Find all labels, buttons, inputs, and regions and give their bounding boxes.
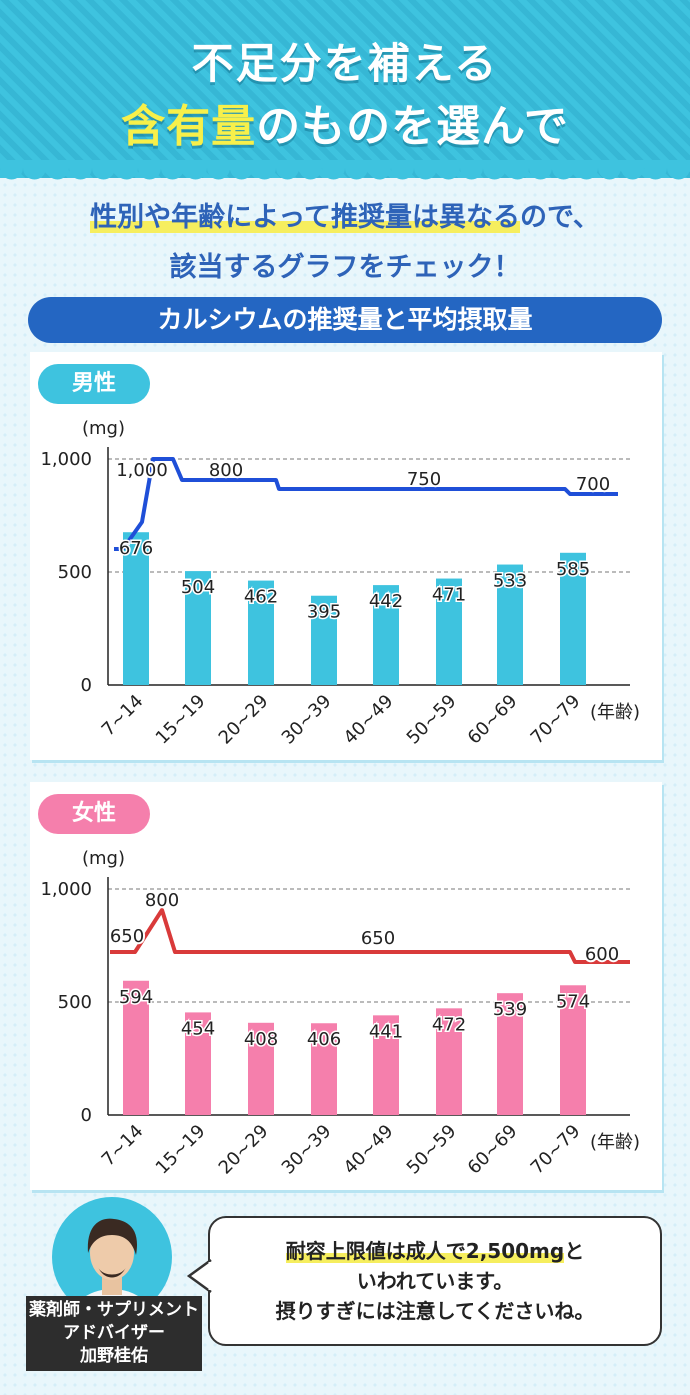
x-tick-label: 40~49 — [340, 1121, 398, 1179]
bar-30~39 — [311, 595, 337, 685]
y-tick-label: 0 — [81, 675, 92, 696]
recommended-line-label: 650 — [361, 928, 395, 949]
x-tick-label: 60~69 — [464, 1121, 522, 1179]
female-chart-card: (mg) 0 500 1,000 650 800 650 600 594 454 408 406 441… — [30, 782, 662, 1190]
bar-15~19 — [185, 571, 211, 685]
y-tick-label: 500 — [58, 992, 92, 1013]
section-title: カルシウムの推奨量と平均摂取量 — [28, 297, 662, 343]
recommended-line — [121, 457, 618, 551]
recommended-line-label: 800 — [145, 890, 179, 911]
recommended-line-label: 650 — [110, 926, 144, 947]
title-highlight: 含有量 — [121, 101, 257, 152]
male-tag: 男性 — [38, 364, 150, 404]
bar-value-label: 395 — [307, 602, 341, 623]
x-tick-label: 70~79 — [527, 1121, 585, 1179]
x-tick-label: 50~59 — [403, 691, 461, 749]
y-unit-label: (mg) — [82, 848, 125, 869]
bar-value-label: 406 — [307, 1029, 341, 1050]
bubble-line2: いわれています。 — [356, 1269, 514, 1293]
subtitle-line1: 性別や年齢によって推奨量は異なるので、 — [0, 195, 690, 234]
y-tick-label: 1,000 — [40, 879, 92, 900]
bar-value-label: 462 — [244, 587, 278, 608]
page-title-line1: 不足分を補える — [191, 39, 499, 88]
bar-40~49 — [373, 585, 399, 685]
bar-value-label: 533 — [493, 571, 527, 592]
bar-30~39 — [311, 1023, 337, 1115]
bar-20~29 — [248, 1022, 274, 1115]
bar-value-label: 539 — [493, 999, 527, 1020]
page-title-line2: 含有量のものを選んで — [0, 90, 690, 154]
subtitle-line2: 該当するグラフをチェック！ — [169, 252, 521, 283]
bubble-line1: 耐容上限値は成人で2,500mgと — [208, 1236, 662, 1266]
x-tick-label: 15~19 — [152, 691, 210, 749]
subtitle-highlight: 性別や年齢によって推奨量は異なる — [90, 202, 520, 233]
bar-20~29 — [248, 580, 274, 685]
bar-70~79 — [560, 985, 586, 1115]
y-unit-label: (mg) — [82, 418, 125, 439]
bar-value-label: 676 — [119, 538, 153, 559]
header-banner — [0, 0, 690, 178]
bar-value-label: 574 — [556, 991, 590, 1012]
recommended-line-label: 800 — [209, 460, 243, 481]
advisor-title: 薬剤師・サプリメント — [29, 1300, 199, 1320]
x-tick-label: 7~14 — [98, 691, 148, 741]
y-tick-label: 500 — [58, 562, 92, 583]
x-tick-label: 30~39 — [278, 691, 336, 749]
x-tick-label: 60~69 — [464, 691, 522, 749]
bar-40~49 — [373, 1015, 399, 1115]
bar-60~69 — [497, 993, 523, 1115]
advisor-caption: 薬剤師・サプリメント アドバイザー 加野桂佑 — [26, 1296, 202, 1371]
bar-value-label: 594 — [119, 987, 153, 1008]
recommended-line — [110, 908, 630, 964]
bubble-line3: 摂りすぎには注意してくださいね。 — [275, 1299, 595, 1323]
bar-value-label: 471 — [432, 585, 466, 606]
bubble-line1-rest: と — [564, 1239, 585, 1263]
bar-15~19 — [185, 1012, 211, 1115]
bar-60~69 — [497, 564, 523, 685]
bar-value-label: 472 — [432, 1014, 466, 1035]
bar-value-label: 585 — [556, 559, 590, 580]
x-tick-label: 70~79 — [527, 691, 585, 749]
advisor-name: 加野桂佑 — [80, 1346, 148, 1366]
subtitle-rest: ので、 — [519, 202, 600, 233]
bar-value-label: 408 — [244, 1029, 278, 1050]
bar-70~79 — [560, 552, 586, 685]
female-tag: 女性 — [38, 794, 150, 834]
x-unit-label: (年齢) — [590, 702, 640, 723]
bar-value-label: 454 — [181, 1018, 215, 1039]
x-tick-label: 40~49 — [340, 691, 398, 749]
male-chart: (mg) 0 500 1,000 1,000 800 750 700 676 504 462 395 4… — [40, 418, 640, 749]
bar-value-label: 441 — [369, 1021, 403, 1042]
bar-50~59 — [436, 1008, 462, 1115]
recommended-line-label: 1,000 — [116, 460, 168, 481]
header-scallop — [0, 160, 690, 180]
male-chart-card: (mg) 0 500 1,000 1,000 800 750 700 676 504 462 395 4… — [30, 352, 662, 760]
bar-value-label: 504 — [181, 577, 215, 598]
y-tick-label: 0 — [81, 1105, 92, 1126]
speech-bubble-text: 耐容上限値は成人で2,500mgと いわれています。 摂りすぎには注意してくださ… — [208, 1236, 662, 1326]
y-tick-label: 1,000 — [40, 449, 92, 470]
bar-50~59 — [436, 578, 462, 685]
speech-bubble — [208, 1216, 662, 1346]
x-tick-label: 7~14 — [98, 1121, 148, 1171]
bar-7~14 — [123, 980, 149, 1115]
recommended-line-label: 700 — [576, 474, 610, 495]
recommended-line-label: 750 — [407, 469, 441, 490]
speech-bubble-tail — [186, 1258, 212, 1294]
x-tick-label: 20~29 — [215, 1121, 273, 1179]
x-tick-label: 20~29 — [215, 691, 273, 749]
bubble-highlight: 耐容上限値は成人で2,500mg — [285, 1239, 565, 1263]
advisor-title2: アドバイザー — [63, 1323, 165, 1343]
title-rest: のものを選んで — [256, 101, 569, 152]
x-tick-label: 50~59 — [403, 1121, 461, 1179]
x-unit-label: (年齢) — [590, 1132, 640, 1153]
bar-value-label: 442 — [369, 591, 403, 612]
bar-7~14 — [123, 532, 149, 685]
x-tick-label: 30~39 — [278, 1121, 336, 1179]
recommended-line-label: 600 — [585, 944, 619, 965]
x-tick-label: 15~19 — [152, 1121, 210, 1179]
